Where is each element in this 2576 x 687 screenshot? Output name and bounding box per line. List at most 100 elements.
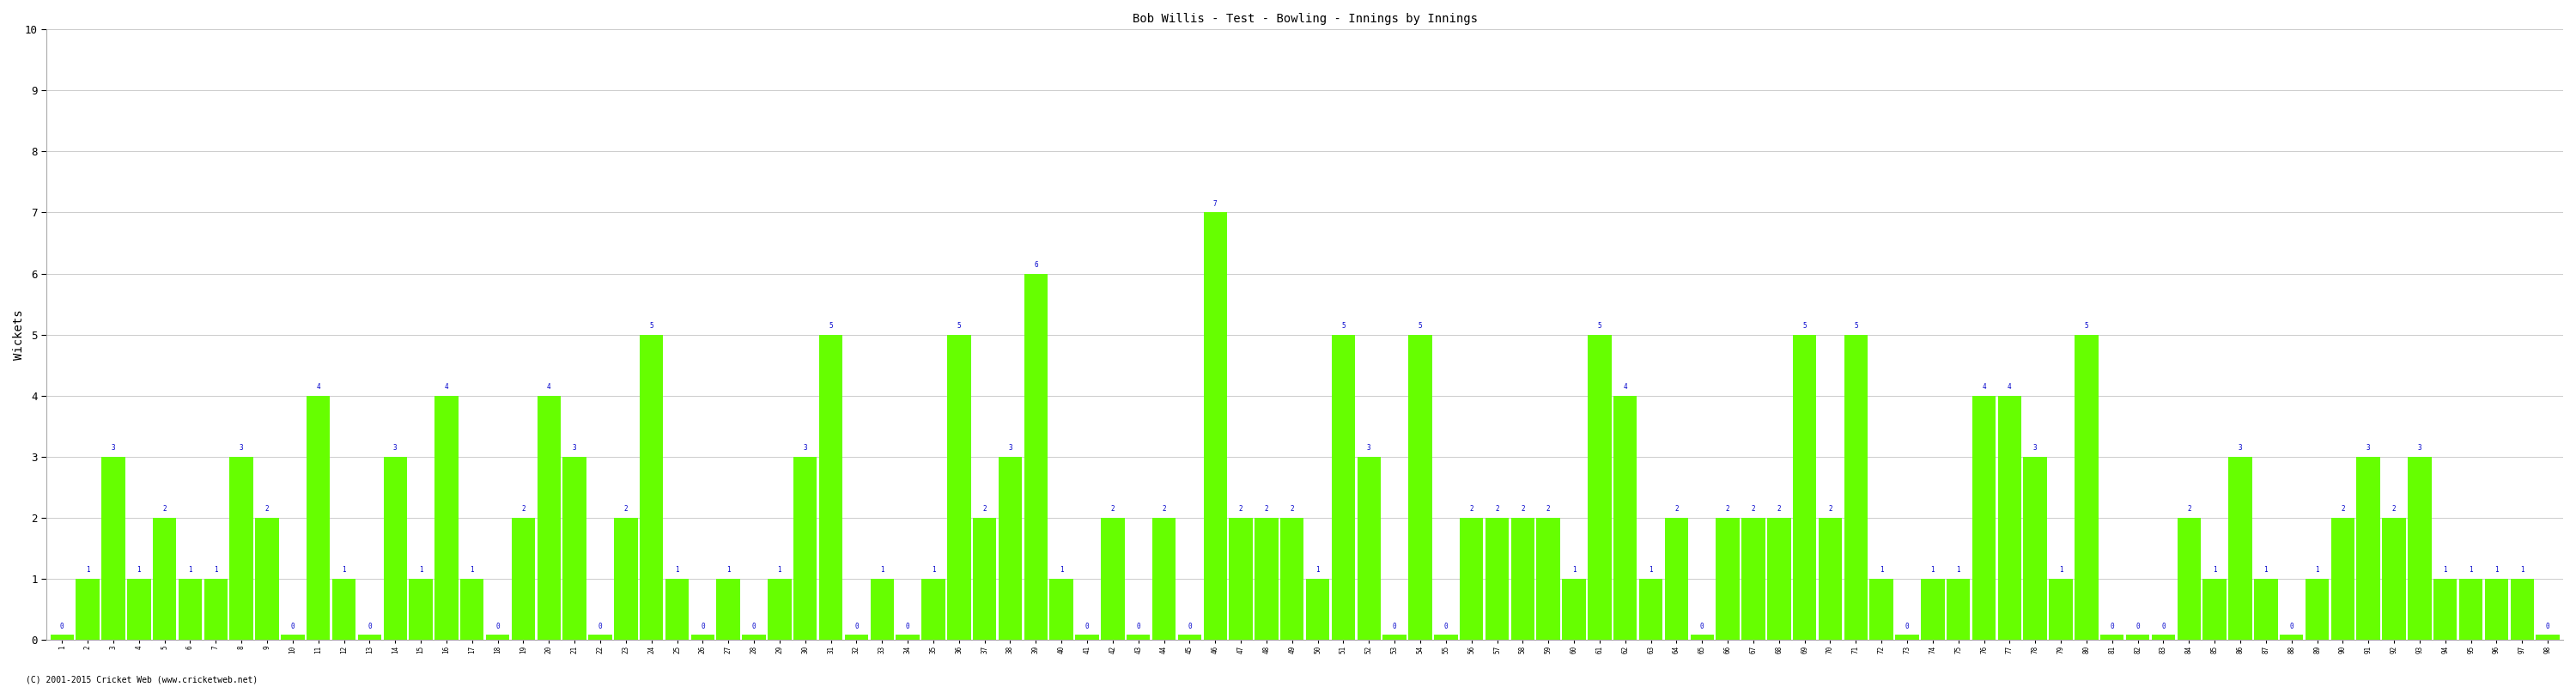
Text: 0: 0 bbox=[1136, 622, 1141, 631]
Bar bbox=[948, 335, 971, 640]
Bar bbox=[2022, 457, 2048, 640]
Bar bbox=[613, 517, 639, 640]
Text: 3: 3 bbox=[394, 444, 397, 451]
Bar bbox=[999, 457, 1023, 640]
Bar bbox=[871, 578, 894, 640]
Text: 3: 3 bbox=[2419, 444, 2421, 451]
Bar bbox=[1151, 517, 1175, 640]
Bar bbox=[2074, 335, 2099, 640]
Text: 0: 0 bbox=[1906, 622, 1909, 631]
Bar bbox=[358, 635, 381, 640]
Bar bbox=[1613, 396, 1636, 640]
Bar bbox=[1255, 517, 1278, 640]
Bar bbox=[1435, 635, 1458, 640]
Title: Bob Willis - Test - Bowling - Innings by Innings: Bob Willis - Test - Bowling - Innings by… bbox=[1133, 13, 1479, 25]
Bar bbox=[2357, 457, 2380, 640]
Bar bbox=[1512, 517, 1535, 640]
Bar bbox=[2434, 578, 2458, 640]
Text: 1: 1 bbox=[933, 566, 935, 574]
Bar bbox=[229, 457, 252, 640]
Text: 0: 0 bbox=[1700, 622, 1705, 631]
Text: 1: 1 bbox=[881, 566, 884, 574]
Bar bbox=[100, 457, 126, 640]
Text: 5: 5 bbox=[1419, 322, 1422, 330]
Text: 0: 0 bbox=[2161, 622, 2166, 631]
Text: 2: 2 bbox=[981, 505, 987, 513]
Bar bbox=[768, 578, 791, 640]
Text: 2: 2 bbox=[1726, 505, 1728, 513]
Bar bbox=[1535, 517, 1561, 640]
Text: 6: 6 bbox=[1033, 261, 1038, 269]
Bar bbox=[845, 635, 868, 640]
Text: 2: 2 bbox=[1162, 505, 1167, 513]
Bar bbox=[1819, 517, 1842, 640]
Bar bbox=[307, 396, 330, 640]
Text: 0: 0 bbox=[368, 622, 371, 631]
Text: 1: 1 bbox=[343, 566, 345, 574]
Text: 2: 2 bbox=[1520, 505, 1525, 513]
Text: 1: 1 bbox=[1649, 566, 1654, 574]
Bar bbox=[1767, 517, 1790, 640]
Bar bbox=[2512, 578, 2535, 640]
Bar bbox=[1486, 517, 1510, 640]
Bar bbox=[1793, 335, 1816, 640]
Text: 2: 2 bbox=[162, 505, 167, 513]
Bar bbox=[1999, 396, 2022, 640]
Bar bbox=[690, 635, 714, 640]
Text: 1: 1 bbox=[137, 566, 142, 574]
Text: 2: 2 bbox=[1265, 505, 1267, 513]
Bar bbox=[2048, 578, 2074, 640]
Bar bbox=[513, 517, 536, 640]
Text: 3: 3 bbox=[111, 444, 116, 451]
Bar bbox=[204, 578, 227, 640]
Bar bbox=[52, 635, 75, 640]
Bar bbox=[1409, 335, 1432, 640]
Text: 0: 0 bbox=[752, 622, 755, 631]
Text: 2: 2 bbox=[1829, 505, 1832, 513]
Text: 1: 1 bbox=[675, 566, 680, 574]
Text: 2: 2 bbox=[2342, 505, 2344, 513]
Text: 3: 3 bbox=[2239, 444, 2241, 451]
Bar bbox=[2228, 457, 2251, 640]
Text: 1: 1 bbox=[420, 566, 422, 574]
Bar bbox=[1025, 273, 1048, 640]
Y-axis label: Wickets: Wickets bbox=[13, 309, 26, 360]
Bar bbox=[2280, 635, 2303, 640]
Text: 2: 2 bbox=[265, 505, 268, 513]
Text: 3: 3 bbox=[804, 444, 806, 451]
Bar bbox=[2202, 578, 2226, 640]
Text: 1: 1 bbox=[2213, 566, 2215, 574]
Text: 1: 1 bbox=[2264, 566, 2267, 574]
Text: 1: 1 bbox=[2316, 566, 2318, 574]
Text: 4: 4 bbox=[546, 383, 551, 391]
Text: 5: 5 bbox=[1855, 322, 1857, 330]
Text: 0: 0 bbox=[598, 622, 603, 631]
Bar bbox=[2383, 517, 2406, 640]
Bar bbox=[1461, 517, 1484, 640]
Text: 5: 5 bbox=[829, 322, 832, 330]
Bar bbox=[587, 635, 613, 640]
Bar bbox=[1844, 335, 1868, 640]
Text: 5: 5 bbox=[1803, 322, 1806, 330]
Bar bbox=[1383, 635, 1406, 640]
Bar bbox=[1922, 578, 1945, 640]
Text: 2: 2 bbox=[1239, 505, 1242, 513]
Text: 5: 5 bbox=[649, 322, 654, 330]
Text: 3: 3 bbox=[1007, 444, 1012, 451]
Bar bbox=[665, 578, 688, 640]
Bar bbox=[1358, 457, 1381, 640]
Text: 3: 3 bbox=[240, 444, 242, 451]
Bar bbox=[562, 457, 587, 640]
Text: 2: 2 bbox=[1468, 505, 1473, 513]
Bar bbox=[716, 578, 739, 640]
Text: 3: 3 bbox=[2367, 444, 2370, 451]
Bar bbox=[1947, 578, 1971, 640]
Text: 1: 1 bbox=[85, 566, 90, 574]
Bar bbox=[281, 635, 304, 640]
Bar bbox=[2460, 578, 2483, 640]
Text: 4: 4 bbox=[2007, 383, 2012, 391]
Bar bbox=[1973, 396, 1996, 640]
Text: 1: 1 bbox=[469, 566, 474, 574]
Bar bbox=[1280, 517, 1303, 640]
Bar bbox=[819, 335, 842, 640]
